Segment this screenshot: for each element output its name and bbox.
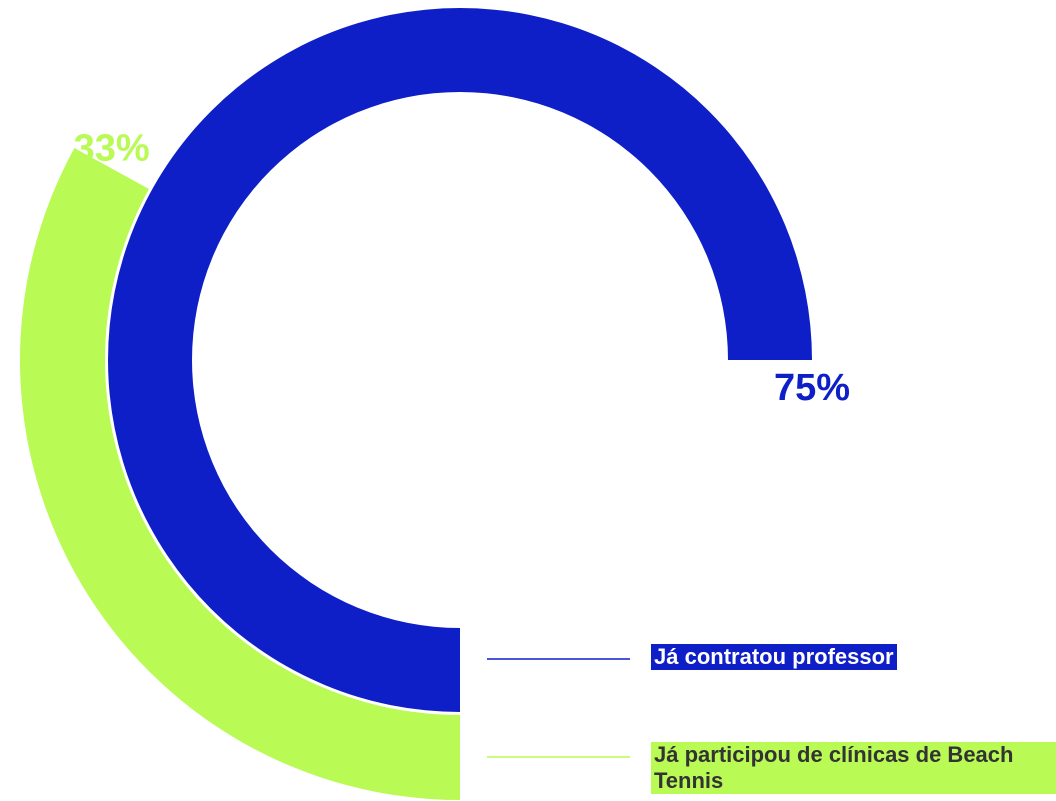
value-label: 33%: [74, 128, 150, 170]
ring-bar: [108, 8, 812, 712]
ring-bar: [20, 148, 460, 800]
legend-label: Já contratou professor: [651, 644, 897, 670]
value-label: 75%: [774, 367, 850, 409]
legend-label: Já participou de clínicas de Beach Tenni…: [651, 742, 1056, 794]
